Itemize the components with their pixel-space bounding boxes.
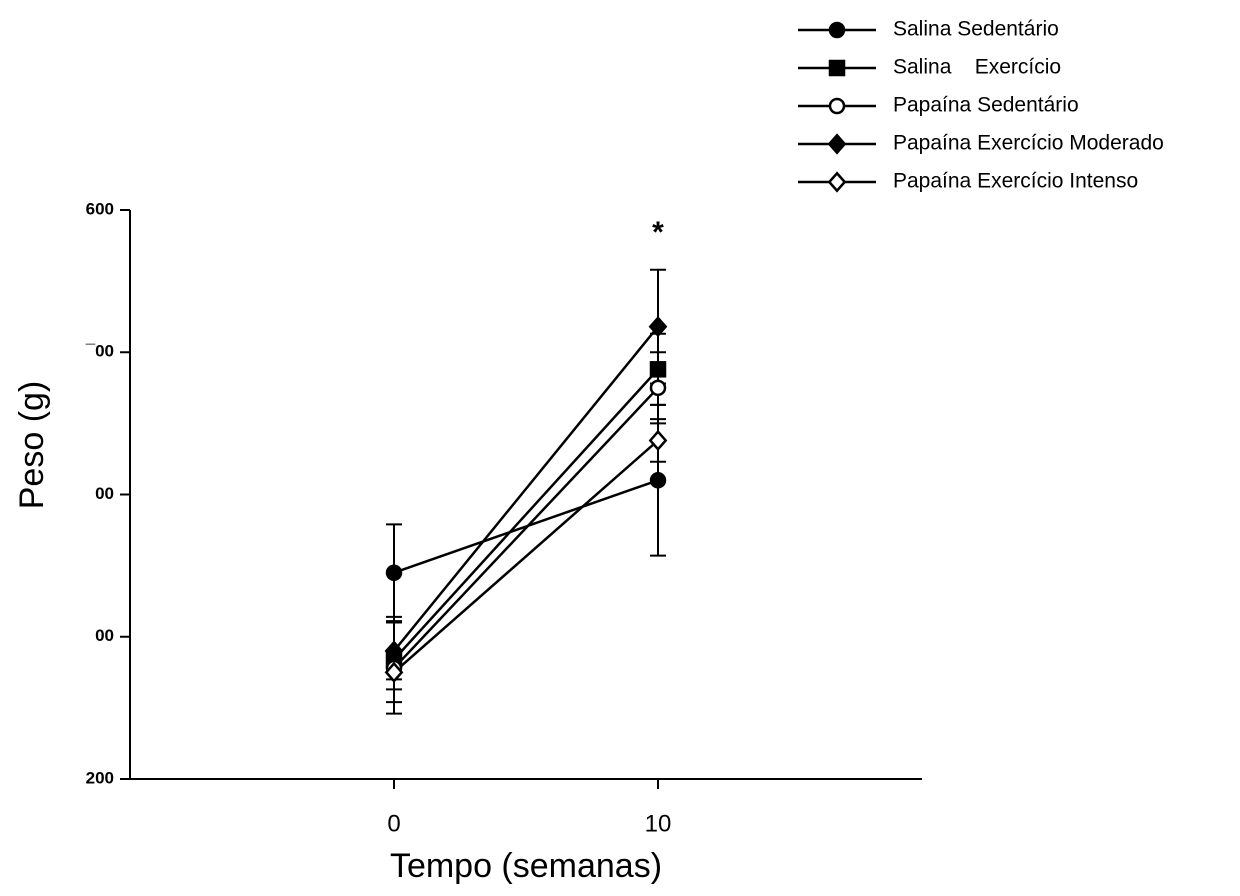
y-tick-label: 200 [86,768,114,787]
marker [827,171,847,193]
annotation: * [652,216,664,249]
legend-label: Salina Exercício [893,56,1061,79]
x-tick-label: 0 [387,810,400,837]
legend-label: Papaína Sedentário [893,94,1079,117]
y-tick-label: 00 [95,626,114,645]
marker [649,361,667,378]
marker [828,21,846,39]
marker [828,59,846,77]
marker [385,564,403,581]
series-line [393,386,659,669]
legend-label: Papaína Exercício Moderado [893,132,1164,155]
y-tick-label: 600 [86,199,114,218]
marker [648,429,668,452]
x-tick-label: 10 [645,810,672,837]
marker [384,640,404,662]
marker [828,97,846,115]
marker [384,661,404,683]
legend-label: Salina Sedentário [893,18,1059,41]
legend-label: Papaína Exercício Intenso [893,170,1138,193]
marker [649,472,667,489]
x-axis-label: Tempo (semanas) [390,847,662,885]
series-line [393,368,659,661]
y-tick-label: 00 [95,484,114,503]
marker [827,133,847,155]
y-tick-label: ¯00 [85,342,114,361]
series-line [393,439,659,674]
series-line [393,325,659,652]
y-axis-label: Peso (g) [13,381,51,510]
marker [648,316,668,338]
marker [649,379,667,397]
